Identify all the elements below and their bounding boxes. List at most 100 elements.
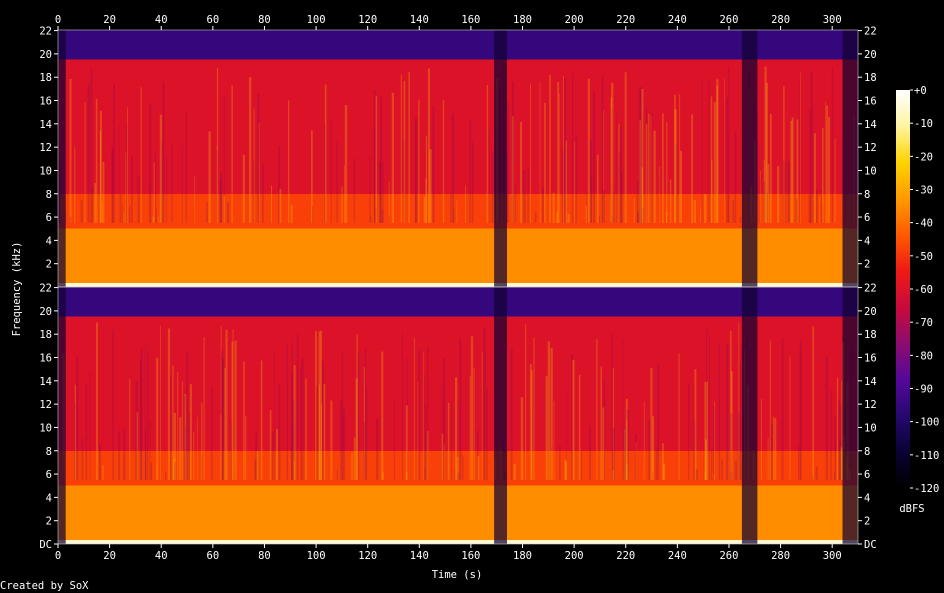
x-tick-label-top: 0 [55,14,61,26]
spectral-streak [658,171,660,223]
spectral-streak [415,194,417,223]
spectral-streak [405,472,408,480]
spectral-streak [713,101,716,223]
spectral-streak [456,200,458,223]
y-tick-label-right: 20 [864,49,877,61]
spectral-streak [838,399,840,480]
spectral-streak [260,360,263,480]
spectral-streak [84,102,86,223]
spectral-streak [127,107,128,223]
x-tick-label-bottom: 200 [565,550,584,562]
spectral-streak [781,338,784,480]
spectral-streak [821,205,823,223]
spectral-streak [427,346,429,480]
spectral-streak [732,199,734,223]
spectral-streak [511,116,514,223]
spectral-streak [777,165,780,223]
y-tick-label-right: 8 [864,189,870,201]
spectral-streak [159,114,163,223]
spectral-streak [455,377,458,480]
spectral-streak [453,207,455,223]
y-tick-label-left: 16 [39,353,52,365]
spectral-streak [322,361,324,480]
spectral-streak [787,160,790,223]
y-tick-label-left: 4 [46,492,52,504]
spectral-streak [219,193,221,223]
colorbar-tick-label: -20 [914,151,933,163]
spectral-streak [405,405,408,480]
spectral-streak [841,380,843,480]
spectral-streak [147,350,149,480]
spectral-streak [545,376,548,480]
spectral-streak [825,357,828,480]
spectral-streak [341,186,343,223]
spectral-streak [772,416,775,480]
spectral-streak [300,366,302,480]
spectral-streak [336,469,338,480]
spectral-streak [491,151,494,223]
spectral-streak [135,381,138,480]
spectral-streak [530,414,531,480]
spectral-streak [243,361,245,480]
y-tick-label-left: 2 [46,259,52,271]
spectral-streak [486,388,488,480]
spectral-streak [188,413,191,480]
spectral-streak [839,404,842,480]
y-tick-label-right: 8 [864,446,870,458]
spectral-streak [662,113,664,223]
colorbar-tick-label: +0 [914,85,927,97]
spectral-streak [344,165,345,223]
spectral-streak [425,135,428,223]
spectral-streak [125,152,127,223]
spectral-streak [74,384,76,480]
spectral-streak [795,198,798,223]
spectral-streak [221,351,224,480]
spectral-streak [160,140,163,223]
spectral-streak [808,194,811,223]
spectral-streak [602,189,605,223]
spectral-streak [611,82,614,223]
spectral-streak [112,329,114,480]
spectral-streak [589,139,592,223]
spectral-streak [271,185,272,223]
spectral-streak [679,94,681,223]
spectral-streak [472,141,474,223]
spectral-streak [565,461,567,480]
spectral-streak [800,340,802,480]
spectral-streak [123,428,126,480]
chart-axes: 0 0 20 20 40 40 60 60 80 80 100 100 120 120 140 140 160 1… [39,14,876,562]
spectral-streak [834,416,836,480]
spectral-streak [641,89,644,223]
quiet-segment [58,287,66,544]
spectral-streak [271,432,274,480]
spectral-streak [400,75,402,223]
spectral-streak [650,112,653,223]
spectral-streak [92,187,93,223]
spectral-streak [553,401,555,480]
y-tick-label-right: 16 [864,96,877,108]
spectral-streak [382,161,384,223]
spectral-streak [258,123,260,223]
spectral-streak [311,206,313,223]
spectral-streak [427,68,430,223]
spectral-streak [185,111,187,223]
spectral-streak [184,394,187,480]
spectral-streak [257,93,260,223]
spectral-streak [145,451,147,480]
spectral-streak [675,144,678,223]
spectral-streak [512,81,514,223]
y-tick-label-right: 4 [864,235,870,247]
spectral-streak [193,432,195,480]
spectral-streak [155,208,157,223]
spectral-streak [589,425,591,480]
spectral-streak [366,387,368,480]
x-tick-label-bottom: 120 [358,550,377,562]
spectral-streak [821,189,822,223]
x-tick-label-top: 200 [565,14,584,26]
spectral-streak [695,469,698,480]
spectral-streak [152,216,155,223]
x-tick-label-top: 220 [616,14,635,26]
spectral-streak [713,406,715,480]
spectral-streak [809,109,811,223]
spectral-streak [76,357,79,480]
